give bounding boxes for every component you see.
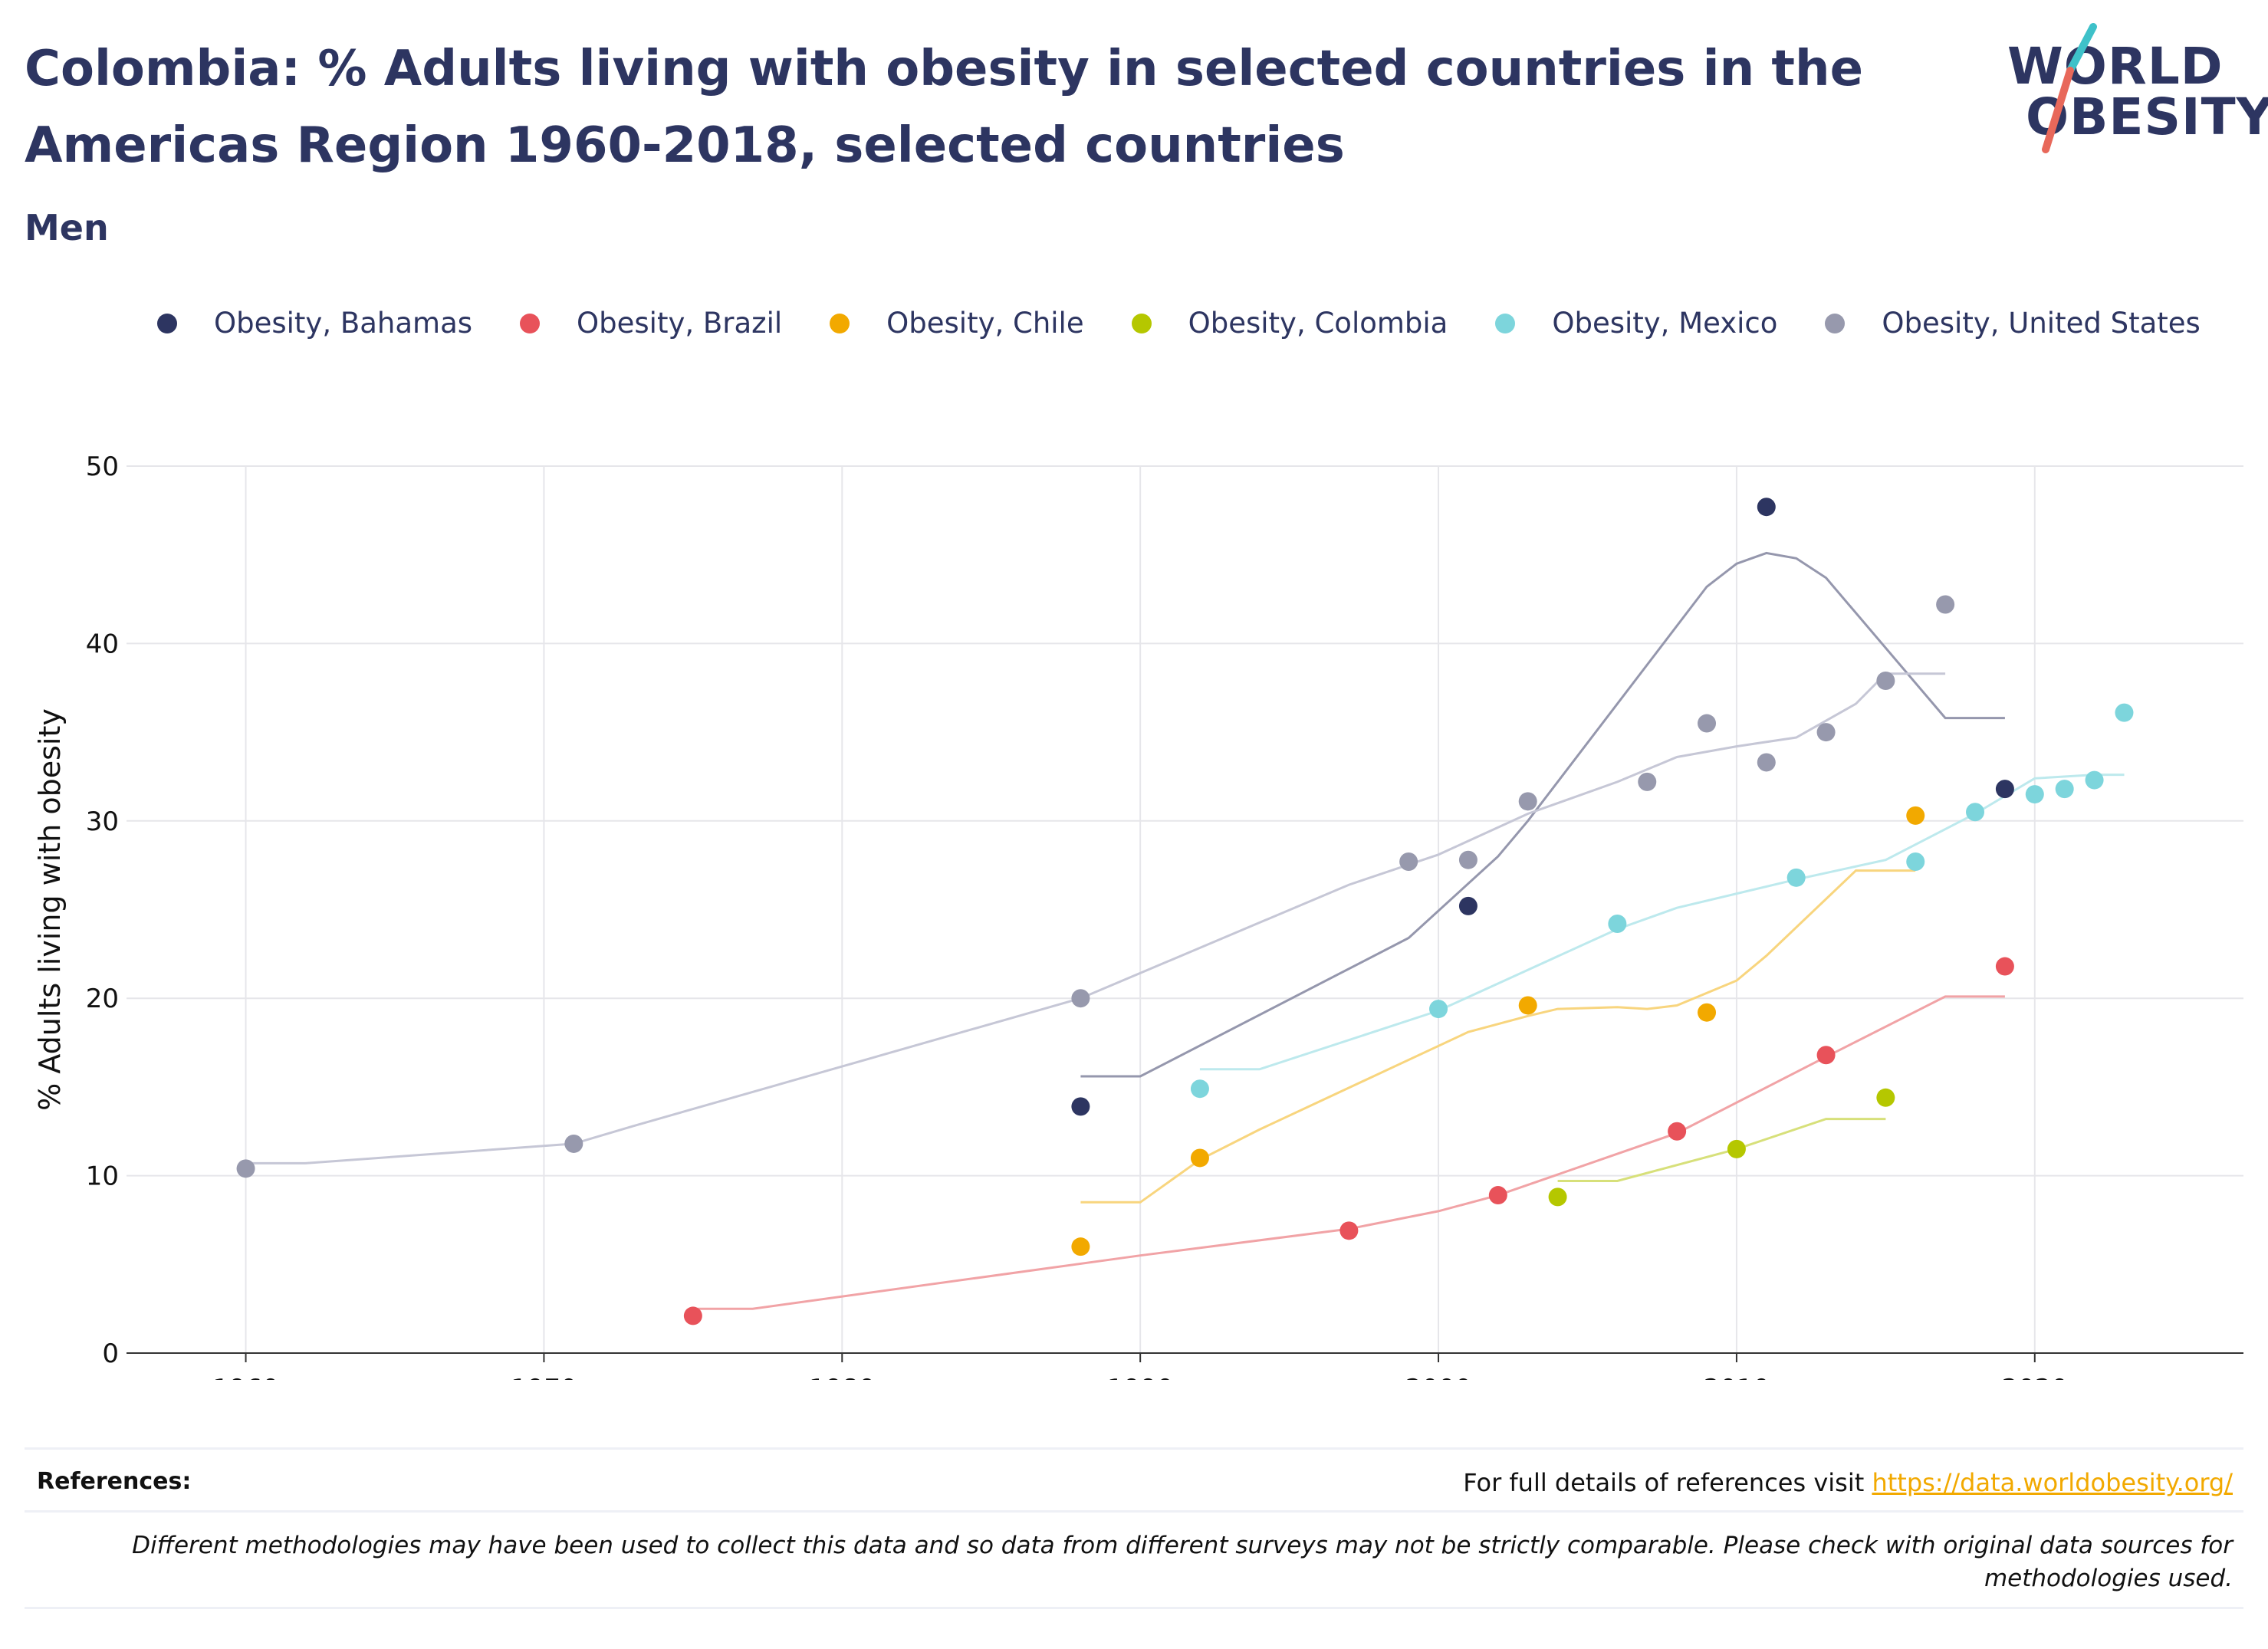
y-axis-label: % Adults living with obesity — [33, 708, 67, 1111]
legend-marker — [830, 313, 850, 333]
logo-slash-icon — [2042, 23, 2097, 153]
y-tick-label: 40 — [86, 629, 119, 659]
chart-subtitle: Men — [25, 207, 109, 248]
data-point — [1608, 915, 1627, 934]
series-trend-line — [1557, 1118, 1886, 1182]
data-point — [1816, 1046, 1836, 1065]
data-point — [1190, 1079, 1209, 1099]
legend-label: Obesity, Bahamas — [214, 307, 473, 340]
data-point — [1518, 792, 1537, 811]
data-point — [1757, 498, 1776, 517]
data-point — [1816, 723, 1836, 742]
legend-item[interactable]: Obesity, Chile — [830, 307, 1084, 340]
legend-item[interactable]: Obesity, Bahamas — [157, 307, 472, 340]
data-point — [1518, 996, 1537, 1015]
series-trend-line — [1080, 869, 1916, 1204]
data-point — [1906, 852, 1925, 872]
legend-marker — [1131, 313, 1152, 333]
legend-item[interactable]: Obesity, United States — [1825, 307, 2201, 340]
data-point — [1698, 1003, 1717, 1022]
data-point — [2025, 785, 2044, 804]
data-point — [564, 1134, 583, 1153]
legend-marker — [520, 313, 541, 333]
legend-label: Obesity, Mexico — [1552, 307, 1778, 340]
references-sentence: For full details of references visit — [1463, 1468, 1872, 1497]
data-point — [2055, 780, 2074, 799]
references-label: References: — [37, 1468, 192, 1495]
data-point — [1638, 772, 1657, 791]
references-link[interactable]: https://data.worldobesity.org/ — [1872, 1468, 2233, 1497]
data-point — [1458, 896, 1477, 915]
x-tick-label: 2000 — [1405, 1374, 1472, 1380]
y-tick-label: 10 — [86, 1161, 119, 1192]
data-point — [1071, 989, 1090, 1008]
legend-item[interactable]: Obesity, Brazil — [520, 307, 782, 340]
logo-text-world: WORLD — [2007, 37, 2224, 96]
legend-item[interactable]: Obesity, Colombia — [1131, 307, 1448, 340]
data-point — [1458, 850, 1477, 869]
data-point — [1966, 803, 1985, 822]
y-tick-label: 50 — [86, 452, 119, 482]
data-point — [1668, 1122, 1687, 1141]
series-trend-line — [245, 672, 1946, 1164]
data-point — [1071, 1097, 1090, 1116]
legend-label: Obesity, Chile — [886, 307, 1084, 340]
legend-marker — [157, 313, 177, 333]
data-point — [1936, 595, 1955, 614]
legend-label: Obesity, Colombia — [1188, 307, 1448, 340]
data-point — [1399, 852, 1418, 872]
references-text: For full details of references visit htt… — [1463, 1468, 2233, 1497]
data-point — [1071, 1237, 1090, 1256]
data-point — [1727, 1139, 1746, 1158]
x-tick-label: 1980 — [809, 1374, 876, 1380]
chart-plot-area: 1960 1970 1980 1990 2000 2010 2020 0 10 20 30 40 50%… — [33, 452, 2243, 1380]
y-tick-label: 0 — [102, 1339, 119, 1369]
data-point — [683, 1306, 702, 1325]
divider — [25, 1447, 2243, 1450]
x-tick-label: 1990 — [1107, 1374, 1174, 1380]
x-tick-label: 2020 — [2002, 1374, 2069, 1380]
divider — [25, 1510, 2243, 1513]
data-point — [1876, 671, 1895, 690]
world-obesity-logo[interactable]: WORLD OBESITY — [1994, 23, 2268, 161]
data-point — [1698, 714, 1717, 733]
data-point — [2085, 770, 2104, 790]
series-trend-line — [1080, 551, 2005, 1078]
data-point — [1786, 868, 1806, 887]
data-point — [1995, 780, 2014, 799]
data-point — [1339, 1221, 1359, 1240]
legend-item[interactable]: Obesity, Mexico — [1495, 307, 1777, 340]
legend-marker — [1825, 313, 1846, 333]
data-point — [236, 1159, 255, 1178]
y-tick-label: 30 — [86, 806, 119, 837]
x-tick-label: 1970 — [511, 1374, 577, 1380]
chart-title: Colombia: % Adults living with obesity i… — [25, 41, 1863, 174]
data-point — [1995, 957, 2014, 976]
data-point — [1906, 806, 1925, 825]
series-trend-line — [692, 995, 2005, 1310]
data-point — [1548, 1187, 1567, 1207]
legend-label: Obesity, Brazil — [577, 307, 783, 340]
divider — [25, 1607, 2243, 1609]
data-point — [2115, 703, 2134, 722]
data-point — [1757, 753, 1776, 772]
methodology-disclaimer: Different methodologies may have been us… — [132, 1532, 2233, 1592]
series-trend-line — [1199, 774, 2125, 1071]
chart-legend: Obesity, Bahamas Obesity, Brazil Obesity, … — [157, 307, 2248, 340]
y-tick-label: 20 — [86, 984, 119, 1014]
data-point — [1429, 1000, 1448, 1019]
legend-marker — [1495, 313, 1516, 333]
x-tick-label: 1960 — [212, 1374, 279, 1380]
x-tick-label: 2010 — [1704, 1374, 1770, 1380]
legend-label: Obesity, United States — [1882, 307, 2201, 340]
data-point — [1190, 1148, 1209, 1168]
logo-text-obesity: OBESITY — [2026, 87, 2268, 146]
data-point — [1488, 1186, 1507, 1205]
data-point — [1876, 1088, 1895, 1107]
